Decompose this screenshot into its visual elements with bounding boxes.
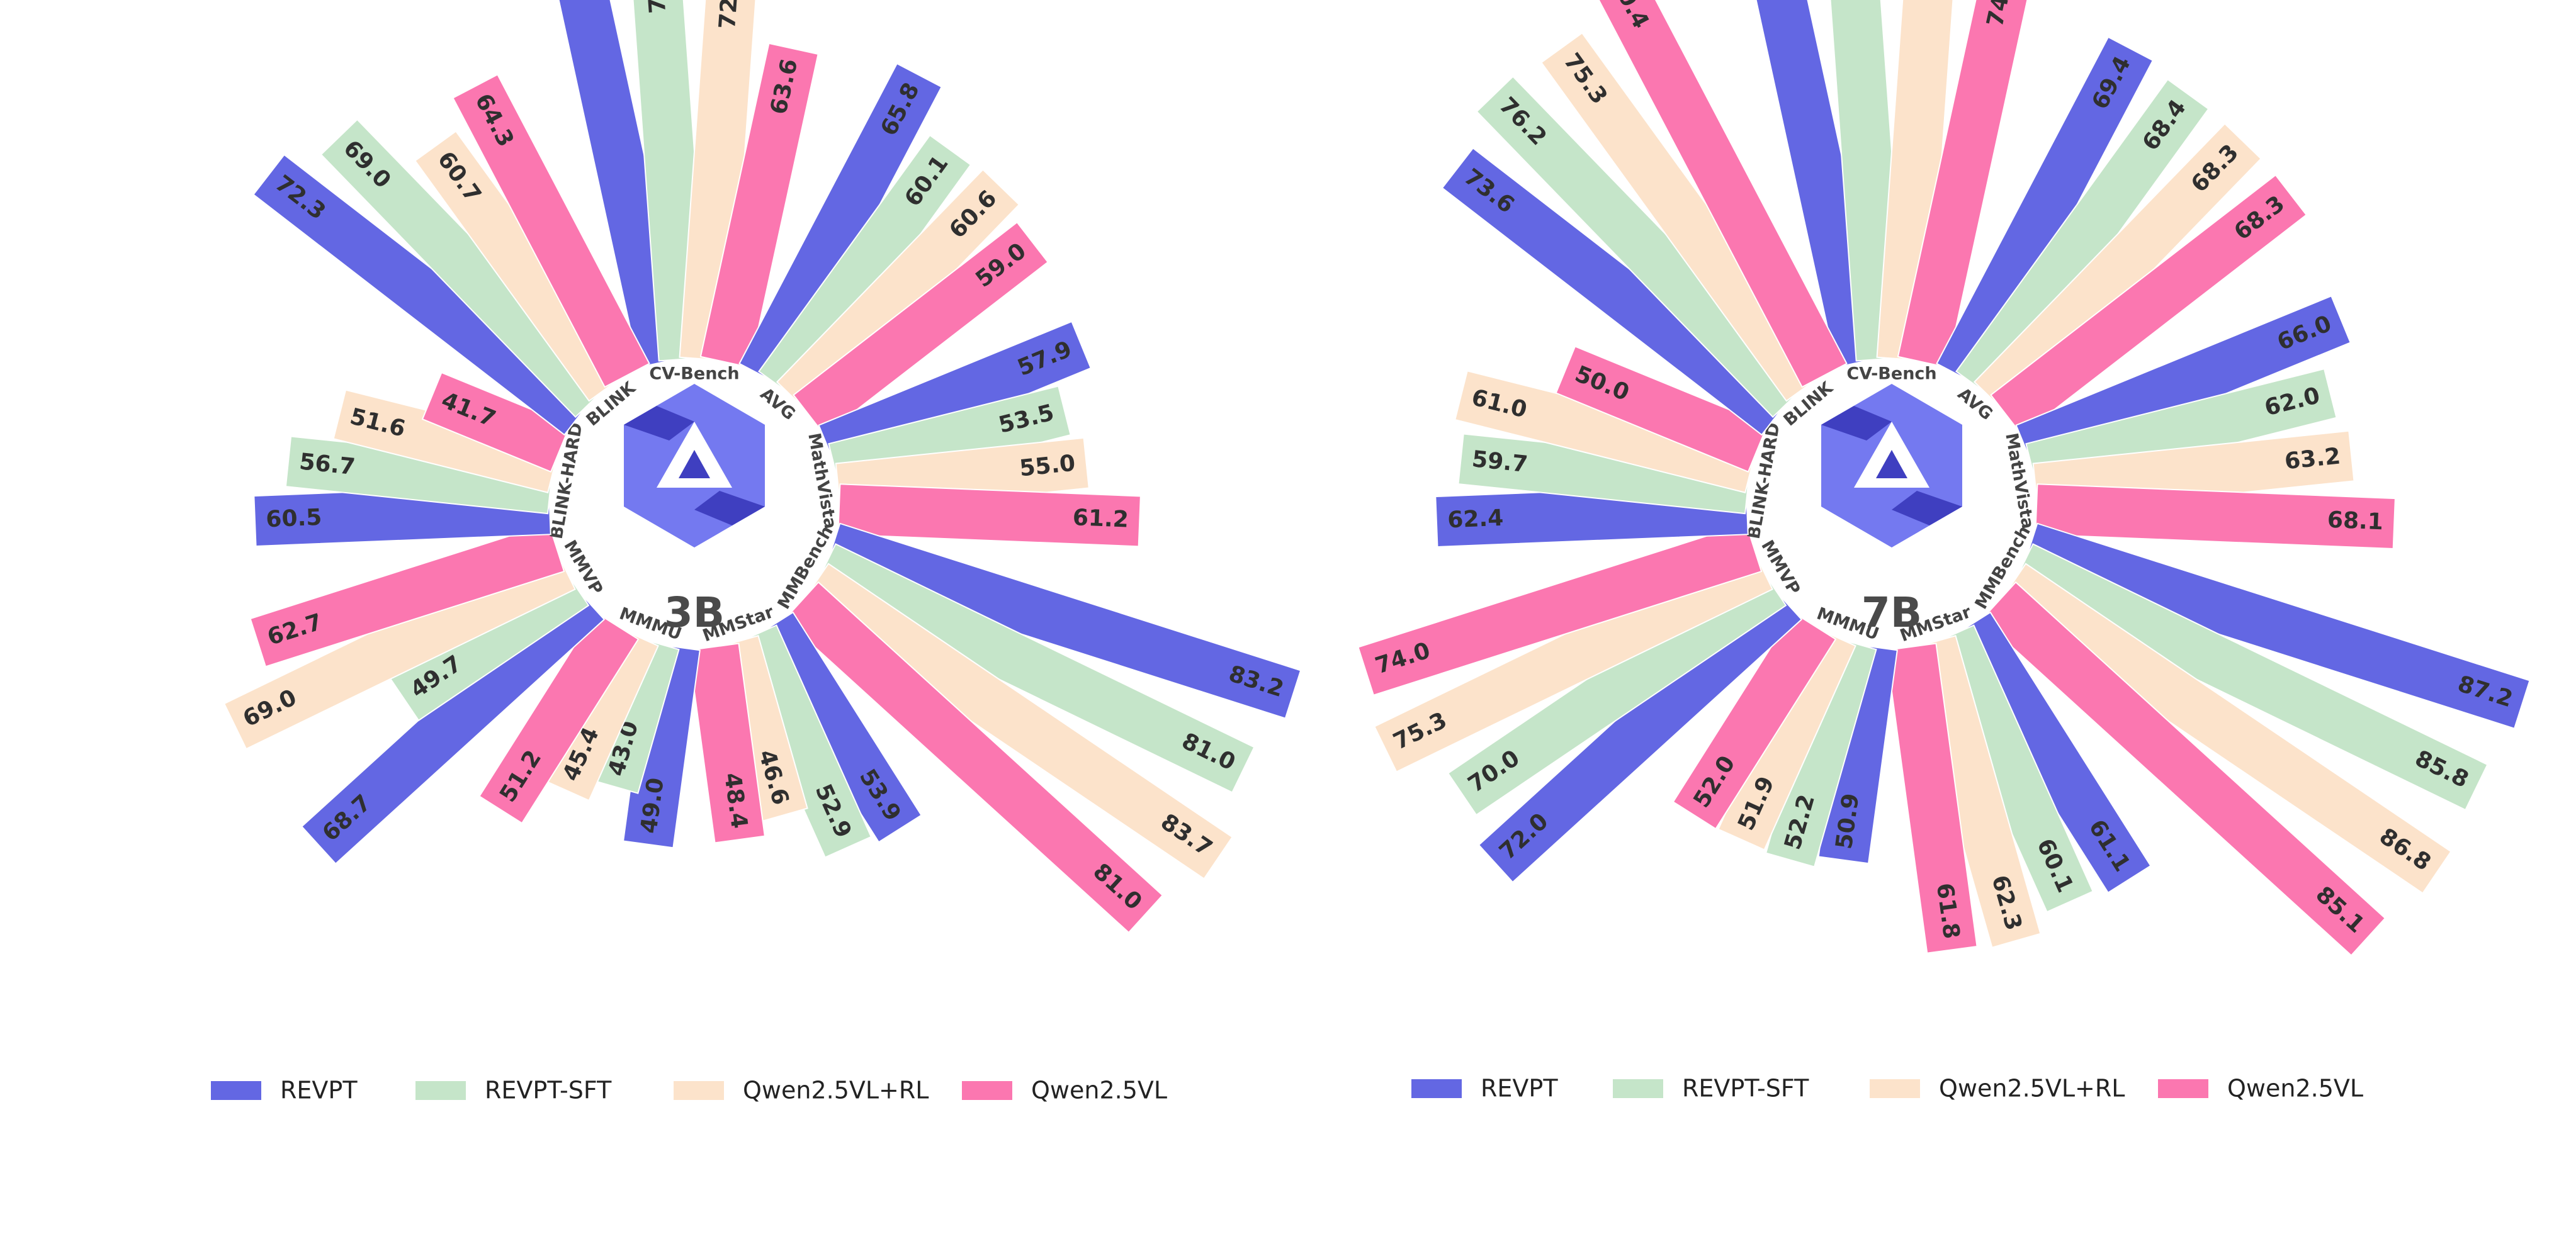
legend-label-revpt: REVPT [1481, 1075, 1558, 1102]
bar-qwen2-5vl-mmstar [1885, 642, 1978, 954]
legend-label-qwen2-5vl: Qwen2.5VL [1031, 1077, 1167, 1104]
logo-icon [1821, 384, 1962, 547]
bar-qwen2-5vl-cv-bench [1897, 0, 2028, 368]
logo-triangle-inner [1876, 450, 1907, 478]
legend-label-qwen2-5vl: Qwen2.5VL [2227, 1075, 2363, 1102]
logo-facet-left [1821, 406, 1892, 440]
legend-swatch-revpt-sft [415, 1081, 466, 1100]
center-model-size-label: 7B [1861, 588, 1922, 637]
logo-triangle-inner [679, 450, 710, 478]
value-label-revpt-sft-blink-hard: 56.7 [298, 449, 357, 480]
value-label-qwen2-5vl-mathvista: 68.1 [2327, 507, 2383, 536]
legend-swatch-qwen2-5vl-rl [1870, 1079, 1920, 1098]
bar-qwen2-5vl-mmmu [1672, 611, 1837, 830]
legend-swatch-revpt [211, 1081, 261, 1100]
value-label-revpt-sft-blink-hard: 59.7 [1471, 446, 1529, 478]
bar-qwen2-5vl-blink [1598, 0, 1848, 388]
legend-label-revpt: REVPT [280, 1077, 358, 1104]
value-label-qwen2-5vl-rl-mathvista: 55.0 [1019, 451, 1077, 482]
value-label-revpt-blink-hard: 60.5 [266, 505, 322, 533]
category-label-cv-bench: CV-Bench [649, 364, 739, 384]
center-model-size-label: 3B [664, 588, 725, 637]
legend-swatch-revpt-sft [1613, 1079, 1663, 1098]
category-label-cv-bench: CV-Bench [1846, 364, 1936, 384]
bar-qwen2-5vl-avg [793, 221, 1049, 436]
bar-qwen2-5vl-avg [1990, 174, 2308, 436]
bar-qwen2-5vl-mmstar [688, 642, 765, 844]
bar-qwen2-5vl-mmbench [783, 581, 1164, 934]
logo-facet-right [1892, 491, 1962, 525]
bar-qwen2-5vl-blink [452, 74, 650, 388]
legend-label-qwen2-5vl-rl: Qwen2.5VL+RL [743, 1077, 929, 1104]
legend-label-qwen2-5vl-rl: Qwen2.5VL+RL [1939, 1075, 2125, 1102]
value-label-qwen2-5vl-mathvista: 61.2 [1072, 505, 1129, 533]
logo-facet-left [624, 406, 694, 440]
legend-swatch-qwen2-5vl [2158, 1079, 2208, 1098]
bar-qwen2-5vl-cv-bench [699, 42, 819, 368]
legend-label-revpt-sft: REVPT-SFT [485, 1077, 612, 1104]
legend-label-revpt-sft: REVPT-SFT [1682, 1075, 1809, 1102]
bar-qwen2-5vl-mmbench [1980, 581, 2387, 956]
bar-qwen2-5vl-mmvp [1357, 522, 1763, 696]
bar-qwen2-5vl-blink-hard [421, 371, 571, 473]
value-label-revpt-sft-cv-bench: 74.8 [641, 0, 671, 14]
value-label-revpt-blink-hard: 62.4 [1447, 505, 1504, 534]
legend-swatch-revpt [1411, 1079, 1462, 1098]
bar-qwen2-5vl-mmvp [249, 522, 565, 668]
legend-swatch-qwen2-5vl-rl [674, 1081, 724, 1100]
panel-3b: CV-Bench81.274.872.963.6AVG65.860.160.65… [211, 0, 1302, 1104]
bar-qwen2-5vl-mathvista [2035, 483, 2396, 550]
panel-7b: CV-Bench84.280.283.374.4AVG69.468.468.36… [1357, 0, 2531, 1102]
value-label-qwen2-5vl-rl-mathvista: 63.2 [2283, 443, 2342, 474]
legend-swatch-qwen2-5vl [962, 1081, 1012, 1100]
logo-icon [624, 384, 765, 547]
bar-qwen2-5vl-mmmu [478, 611, 640, 824]
logo-facet-right [694, 491, 765, 525]
bar-qwen2-5vl-blink-hard [1555, 345, 1768, 473]
bar-qwen2-5vl-mathvista [837, 483, 1141, 547]
value-label-qwen2-5vl-rl-cv-bench: 72.9 [715, 0, 744, 30]
